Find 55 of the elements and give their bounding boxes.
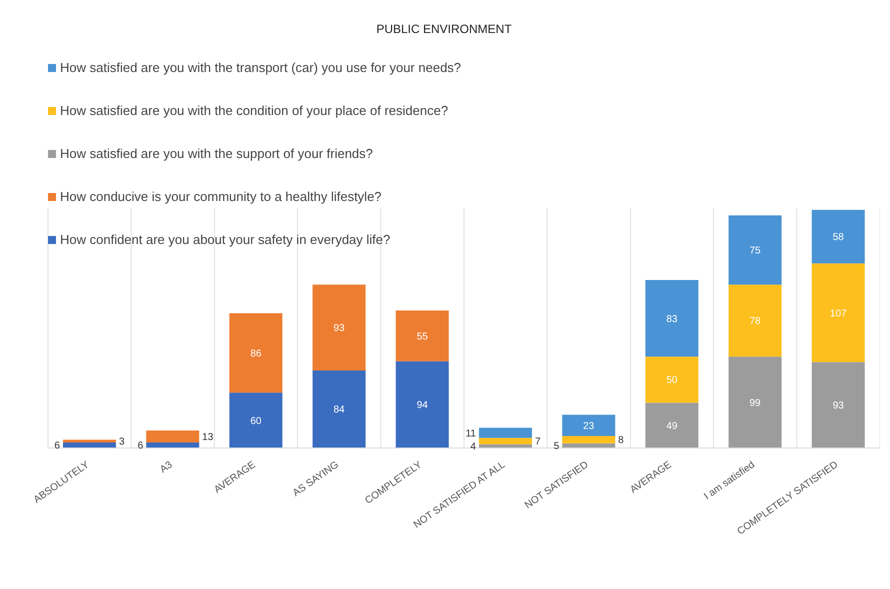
bar	[562, 436, 616, 444]
data-label: 55	[416, 331, 428, 342]
data-label: 107	[830, 308, 848, 320]
data-label: 7	[534, 436, 541, 448]
bar	[62, 440, 116, 442]
bar	[312, 370, 366, 448]
bar	[812, 362, 865, 448]
bar	[728, 356, 782, 448]
data-label: 6	[54, 440, 60, 452]
data-label: 4	[470, 442, 476, 453]
bar	[645, 402, 698, 448]
bar	[728, 284, 782, 357]
data-label: 75	[750, 246, 762, 256]
data-label: 8	[618, 435, 624, 446]
data-label: 93	[334, 323, 346, 334]
bar	[312, 284, 366, 370]
bar	[812, 263, 865, 362]
data-label: 60	[250, 416, 262, 427]
bar	[728, 215, 782, 285]
data-label: 5	[554, 441, 560, 452]
data-label: 86	[250, 348, 262, 360]
bar	[478, 428, 532, 438]
data-label: 58	[832, 232, 844, 244]
data-label: 11	[466, 428, 476, 440]
data-label: 99	[750, 398, 762, 409]
legend-label: How satisfied are you with the condition of your place of residence?	[60, 103, 448, 118]
data-label: 93	[832, 400, 844, 412]
data-label: 50	[666, 375, 678, 386]
data-label: 84	[334, 404, 346, 416]
x-tick-label: A3	[158, 459, 175, 476]
bar	[478, 438, 532, 444]
data-label: 49	[666, 420, 678, 432]
data-label: 83	[666, 314, 678, 325]
legend-label: How satisfied are you with the transport (car) you use for your needs?	[60, 60, 462, 75]
bar	[146, 430, 200, 442]
bar	[229, 392, 282, 448]
data-label: 6	[138, 440, 144, 452]
legend-label: How satisfied are you with the support of your friends?	[60, 146, 373, 161]
data-label: 78	[750, 316, 762, 328]
legend-label: How confident are you about your safety in everyday life?	[60, 232, 390, 247]
bar	[62, 442, 116, 448]
bar	[812, 210, 865, 264]
chart-title: PUBLIC ENVIRONMENT	[375, 22, 513, 36]
bar	[562, 414, 616, 436]
data-label: 23	[583, 420, 595, 432]
data-label: 13	[202, 432, 214, 443]
data-label: 94	[416, 400, 428, 412]
legend-label: How conducive is your community to a healthy lifestyle?	[60, 189, 382, 204]
bar	[645, 280, 698, 357]
bar	[396, 310, 449, 362]
data-label: 3	[118, 436, 125, 448]
bar	[229, 313, 282, 393]
bar	[396, 361, 449, 448]
bar	[146, 442, 200, 448]
bar	[645, 356, 698, 403]
